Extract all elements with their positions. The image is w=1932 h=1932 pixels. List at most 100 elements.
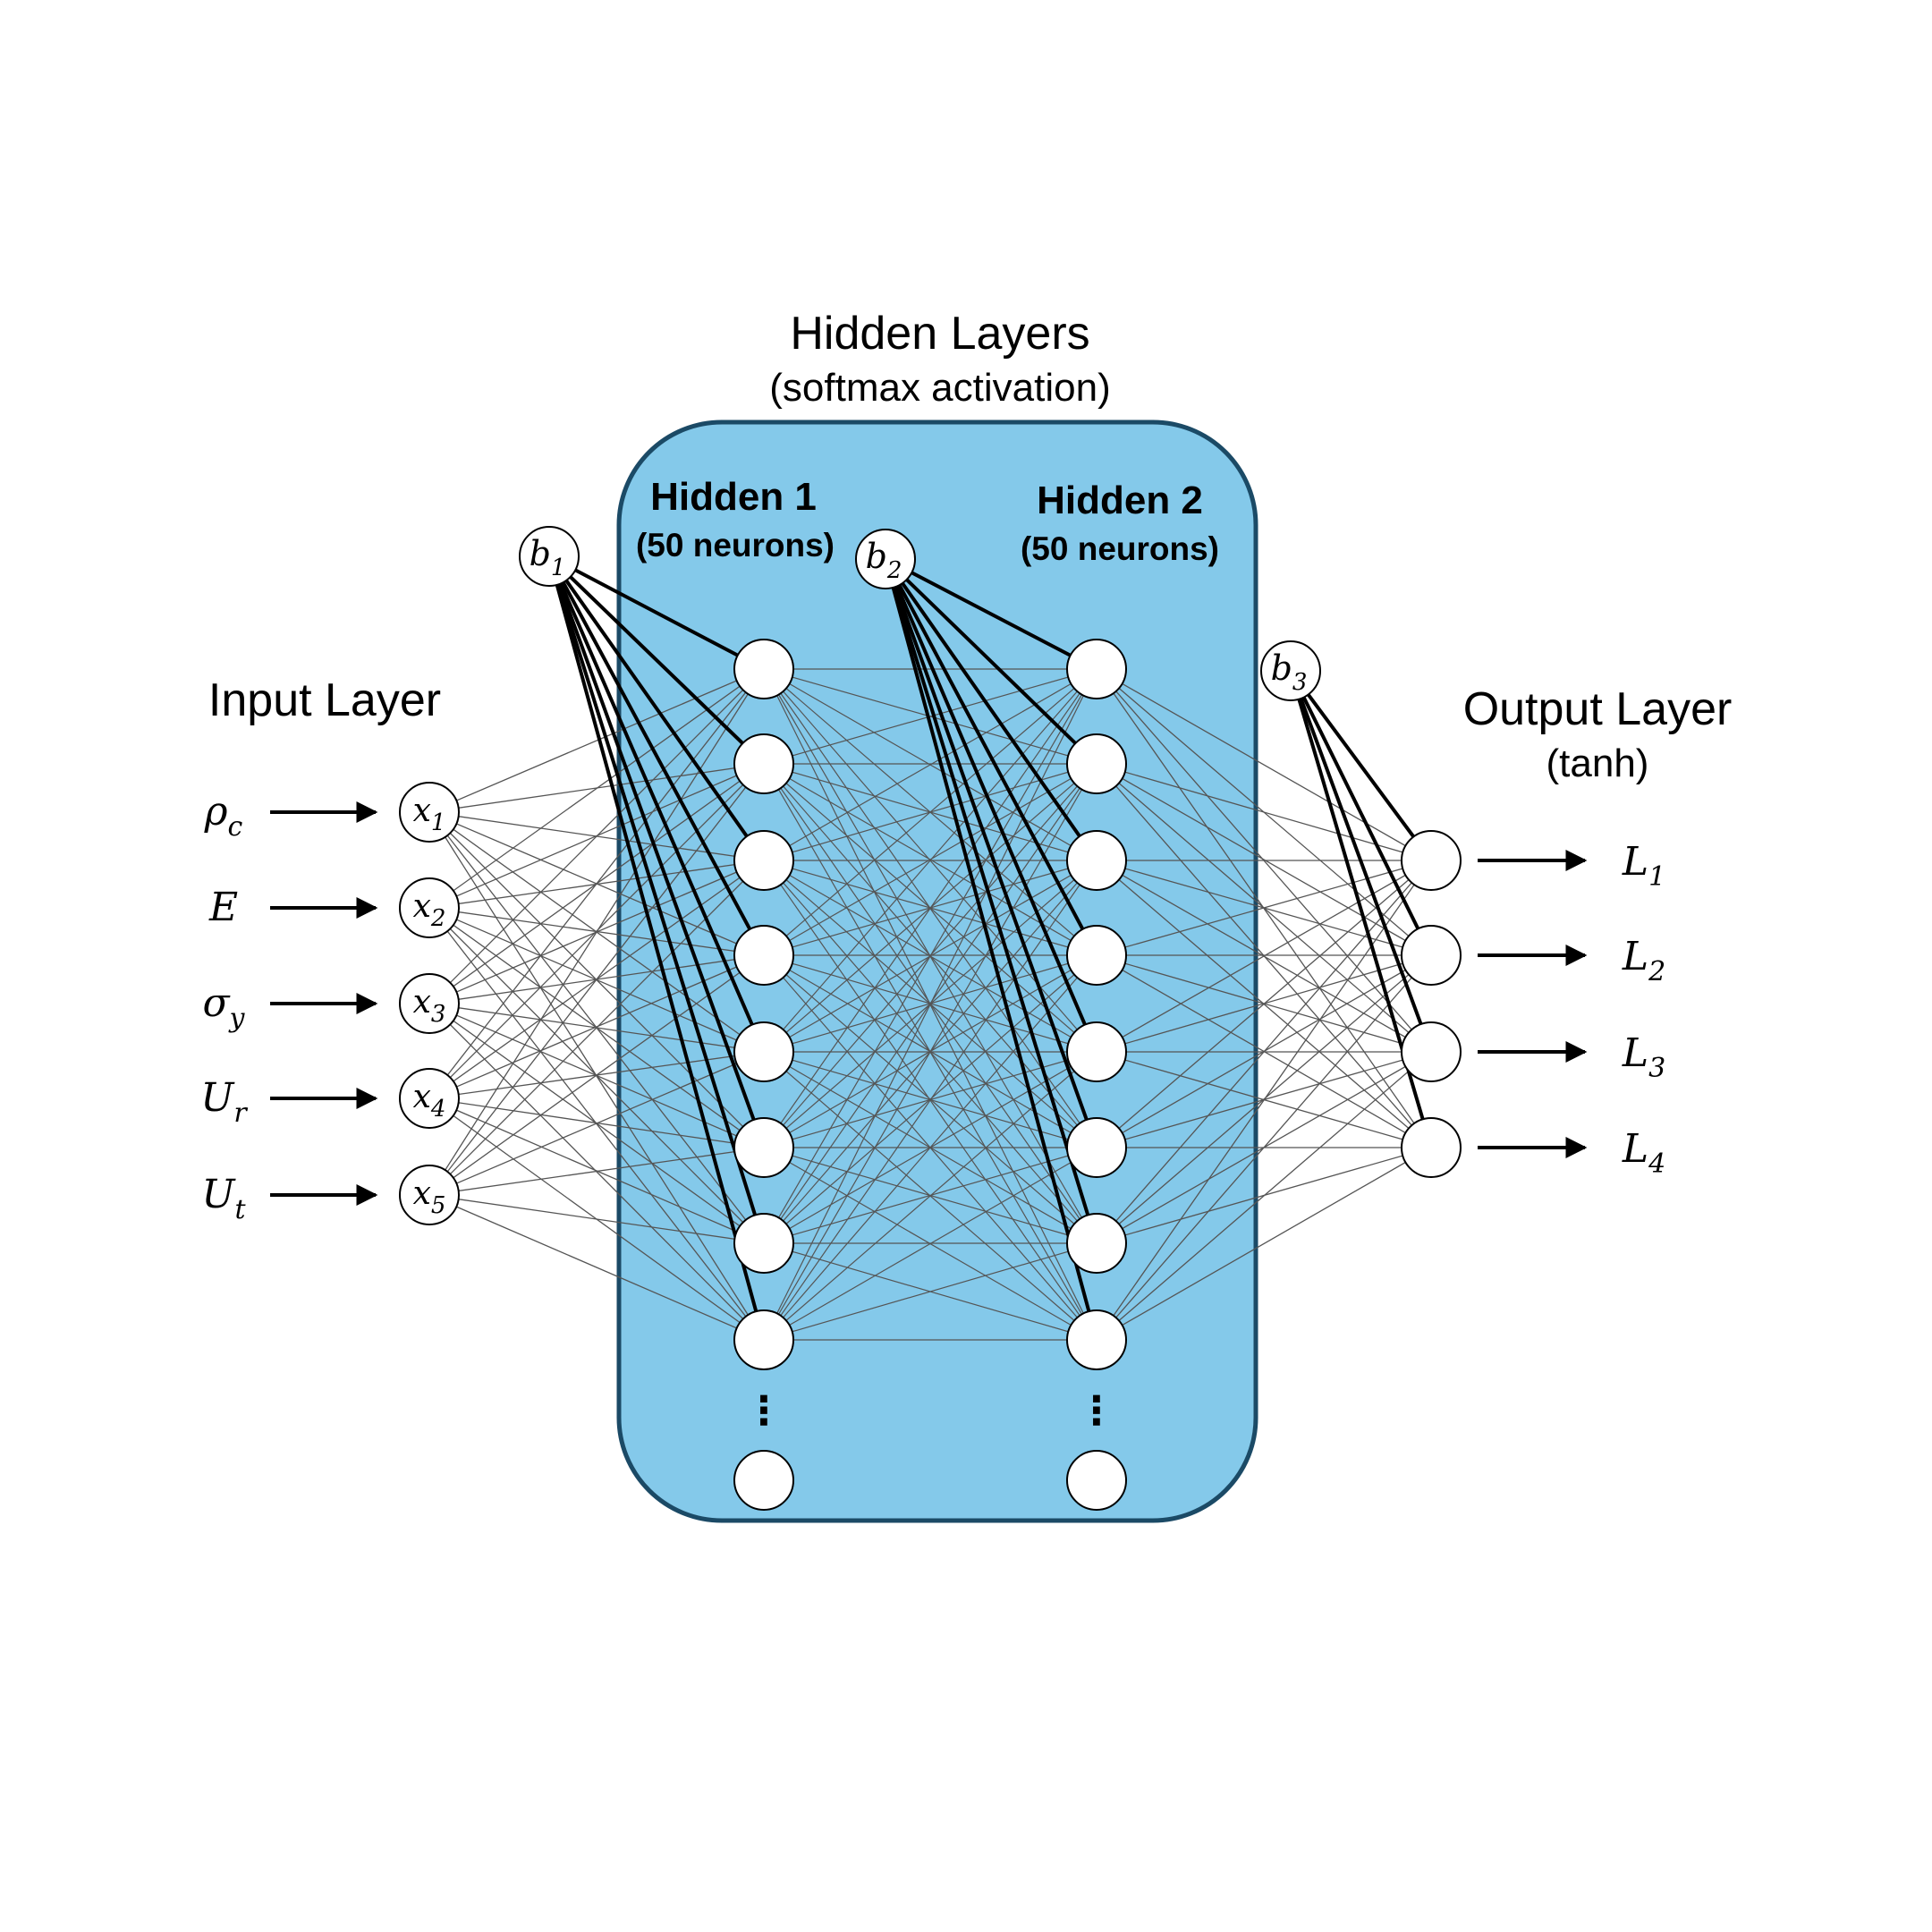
input-variable-main: E (208, 885, 238, 930)
hidden-layers-title: Hidden Layers (790, 308, 1089, 360)
hidden1-title: Hidden 1 (650, 475, 817, 519)
bias-edge (1289, 669, 1433, 862)
edge (428, 1051, 765, 1196)
input-node-label-sub: 5 (431, 1192, 446, 1219)
input-node-label-sub: 2 (430, 905, 446, 932)
bias-edge (547, 555, 766, 1053)
hidden2-subtitle: (50 neurons) (1021, 530, 1219, 567)
edge (428, 1147, 765, 1196)
output-label: L2 (1622, 934, 1665, 987)
edge (428, 668, 765, 1004)
hidden2-ellipsis: ⋮ (1077, 1389, 1116, 1433)
edge (763, 1242, 1097, 1341)
hidden1-neuron (733, 1021, 794, 1082)
bias-edge (547, 555, 766, 862)
input-variable-sub: y (228, 1003, 246, 1034)
nodes (399, 526, 1462, 1511)
input-node-label-sub: 4 (430, 1096, 446, 1123)
edge (763, 668, 1097, 1053)
edge (763, 1051, 1097, 1341)
edge (1096, 860, 1432, 1148)
edge (763, 763, 1097, 956)
hidden2-neuron (1066, 830, 1127, 891)
input-variable-sub: r (233, 1097, 248, 1129)
output-node (1401, 830, 1462, 891)
edge (428, 668, 765, 1099)
output-label: L3 (1622, 1030, 1665, 1084)
input-variable-sub: c (228, 811, 243, 843)
input-variable: σy (203, 980, 246, 1034)
edge (1096, 668, 1432, 861)
output-label-main: L (1622, 1030, 1648, 1076)
input-node-label-sub: 1 (431, 809, 446, 836)
bias-label: b2 (866, 537, 902, 584)
hidden1-subtitle: (50 neurons) (636, 527, 835, 564)
bias-label: b3 (1271, 648, 1308, 696)
edge (428, 860, 765, 1196)
input-node-label-sub: 3 (431, 1001, 446, 1028)
hidden2-neuron (1066, 1309, 1127, 1370)
output-node (1401, 925, 1462, 986)
edge (1096, 763, 1432, 956)
io-arrows (270, 801, 1588, 1206)
edge (763, 860, 1097, 1341)
edge (428, 668, 765, 813)
input-node-label-main: x (413, 984, 431, 1021)
hidden2-neuron (1066, 1117, 1127, 1178)
input-layer-title: Input Layer (208, 674, 441, 726)
output-label: L1 (1622, 839, 1665, 893)
hidden2-neuron-last (1066, 1450, 1127, 1511)
bias-edge (884, 558, 1098, 1341)
hidden2-neuron (1066, 1213, 1127, 1274)
input-node-label: x4 (413, 1079, 446, 1123)
bias-label: b1 (530, 534, 566, 581)
input-variable: Ut (201, 1172, 246, 1225)
edge (763, 668, 1097, 765)
input-node (399, 1068, 460, 1129)
output-label: L4 (1622, 1126, 1665, 1180)
hidden2-neuron (1066, 639, 1127, 699)
output-label-sub: 2 (1648, 956, 1665, 987)
hidden2-title: Hidden 2 (1037, 479, 1203, 522)
bias-edge (884, 557, 1098, 862)
edge (763, 1147, 1097, 1341)
output-layer-title: Output Layer (1463, 683, 1733, 735)
bias-edges (547, 555, 1433, 1341)
hidden1-neuron (733, 1309, 794, 1370)
bias-edge (547, 555, 766, 1244)
bias-edge (1289, 670, 1433, 1053)
input-node-label: x2 (413, 888, 446, 932)
edge (763, 954, 1097, 1341)
edge (428, 1194, 765, 1244)
edge (1096, 954, 1432, 1341)
bias-edge (547, 555, 766, 1341)
hidden1-neuron (733, 1213, 794, 1274)
bias-edge (884, 558, 1098, 1244)
bias-edge (548, 555, 765, 671)
input-node-label-main: x (413, 792, 431, 829)
bias-label-main: b (530, 534, 551, 573)
input-variable: E (208, 885, 238, 930)
hidden-layers-subtitle: (softmax activation) (769, 366, 1110, 410)
hidden2-neuron (1066, 925, 1127, 986)
bias-label-main: b (1271, 648, 1292, 688)
bias-edge (1289, 670, 1433, 956)
bias-label-sub: 3 (1292, 669, 1308, 696)
hidden1-neuron (733, 639, 794, 699)
hidden1-ellipsis: ⋮ (744, 1389, 784, 1433)
input-node-label-main: x (413, 1079, 431, 1115)
output-node (1401, 1117, 1462, 1178)
input-variable: Ur (200, 1075, 248, 1129)
edge (763, 668, 1097, 956)
bias-label-sub: 2 (886, 557, 902, 584)
output-label-main: L (1622, 934, 1648, 979)
output-label-sub: 3 (1648, 1053, 1665, 1084)
bias-edge (547, 555, 766, 766)
bias-edge (884, 557, 1098, 766)
hidden1-neuron (733, 925, 794, 986)
edge (763, 668, 1097, 1148)
hidden2-neuron (1066, 733, 1127, 794)
input-node-label: x5 (413, 1175, 446, 1219)
edge (763, 668, 1097, 861)
